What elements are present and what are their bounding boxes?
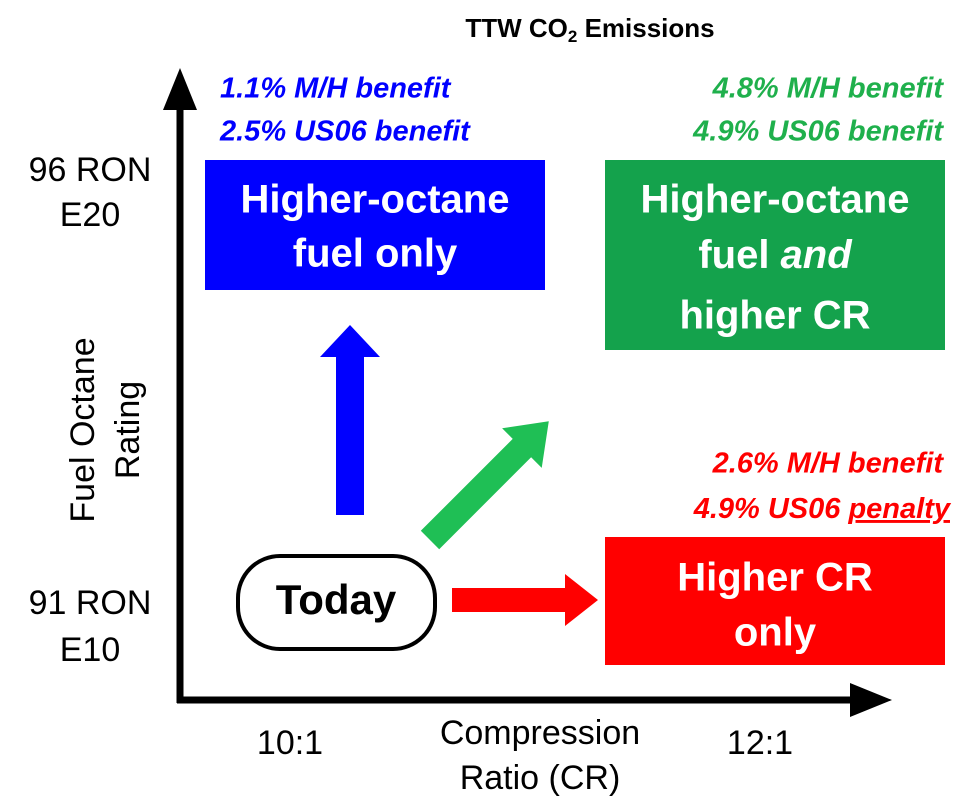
box-label: higher CR bbox=[679, 294, 870, 338]
title: TTW CO2 Emissions bbox=[465, 13, 714, 47]
both-box bbox=[605, 160, 945, 350]
box-label-text: fuel bbox=[698, 233, 780, 277]
annotation: 4.9% US06 penalty bbox=[693, 493, 952, 525]
title-text: Emissions bbox=[577, 13, 714, 43]
annotation-text: 4.9% US06 bbox=[693, 493, 849, 525]
box-label: only bbox=[734, 611, 817, 655]
box-label: Higher CR bbox=[677, 556, 873, 600]
y-tick-label: 91 RON bbox=[29, 584, 152, 622]
annotation-underlined: penalty bbox=[847, 493, 951, 525]
title-subscript: 2 bbox=[568, 27, 577, 46]
box-label: Higher-octane bbox=[241, 178, 510, 222]
box-label: fuel and bbox=[698, 233, 853, 277]
y-axis-label: Fuel Octane Rating bbox=[64, 337, 147, 522]
box-label-italic: and bbox=[781, 233, 854, 277]
y-axis-label-line: Fuel Octane bbox=[64, 337, 102, 522]
y-axis-arrow bbox=[163, 68, 197, 110]
annotation: 1.1% M/H benefit bbox=[220, 73, 452, 105]
y-tick-label: E20 bbox=[60, 196, 121, 234]
x-tick-label: 10:1 bbox=[257, 724, 323, 762]
annotation: 2.6% M/H benefit bbox=[712, 448, 945, 480]
today-box bbox=[236, 554, 437, 651]
annotation: 4.8% M/H benefit bbox=[712, 73, 945, 105]
x-axis-label: Ratio (CR) bbox=[460, 759, 621, 797]
cr-only-box bbox=[605, 537, 945, 665]
annotation: 2.5% US06 benefit bbox=[219, 116, 471, 148]
annotation: 4.9% US06 benefit bbox=[692, 116, 944, 148]
diagonal-arrow bbox=[420, 421, 549, 550]
y-tick-label: E10 bbox=[60, 631, 121, 669]
fuel-only-box bbox=[205, 160, 545, 290]
y-tick-label: 96 RON bbox=[29, 151, 152, 189]
x-tick-label: 12:1 bbox=[727, 724, 793, 762]
x-axis-label: Compression bbox=[440, 714, 640, 752]
today-label: Today bbox=[276, 576, 397, 623]
box-label: fuel only bbox=[293, 232, 458, 276]
y-axis-label-line: Rating bbox=[109, 381, 147, 479]
right-arrow bbox=[452, 574, 598, 626]
box-label: Higher-octane bbox=[641, 178, 910, 222]
x-axis-arrow bbox=[850, 683, 892, 717]
title-text: TTW CO bbox=[465, 13, 568, 43]
up-arrow bbox=[320, 325, 380, 515]
